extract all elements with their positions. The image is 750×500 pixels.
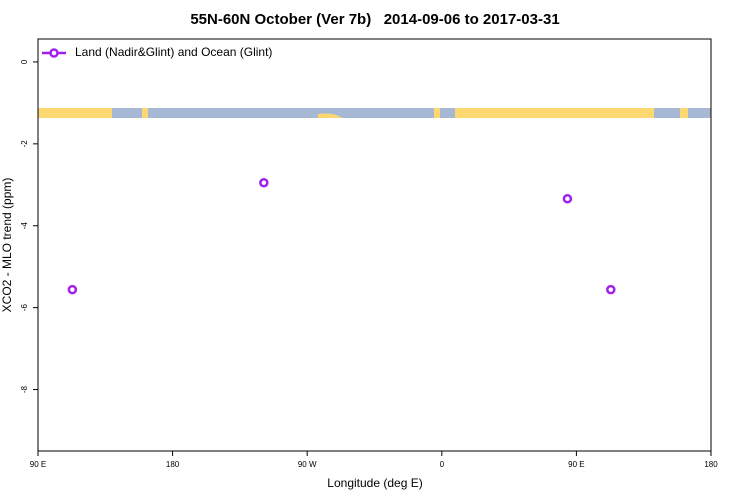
point <box>562 193 573 204</box>
y-tick-label: -8 <box>20 385 29 393</box>
x-tick-label: 90 W <box>298 460 317 469</box>
x-tick-label: 180 <box>166 460 180 469</box>
x-tick-label: 180 <box>704 460 718 469</box>
chart-title: 55N-60N October (Ver 7b) 2014-09-06 to 2… <box>190 11 559 28</box>
point <box>606 284 616 295</box>
legend-label: Land (Nadir&Glint) and Ocean (Glint) <box>75 45 272 59</box>
map-strip <box>38 108 711 118</box>
point <box>259 177 269 188</box>
x-axis-label: Longitude (deg E) <box>327 476 422 490</box>
point <box>67 284 78 295</box>
x-tick-label: 90 E <box>568 460 584 469</box>
y-tick-label: 0 <box>20 59 29 64</box>
legend-marker <box>49 48 59 58</box>
x-tick-label: 90 E <box>30 460 46 469</box>
y-tick-label: -2 <box>20 140 29 148</box>
plot-frame <box>37 38 712 452</box>
x-tick-label: 0 <box>440 460 445 469</box>
y-tick-label: -6 <box>20 304 29 312</box>
y-axis-label: XCO2 - MLO trend (ppm) <box>0 178 14 313</box>
y-tick-label: -4 <box>20 222 29 230</box>
